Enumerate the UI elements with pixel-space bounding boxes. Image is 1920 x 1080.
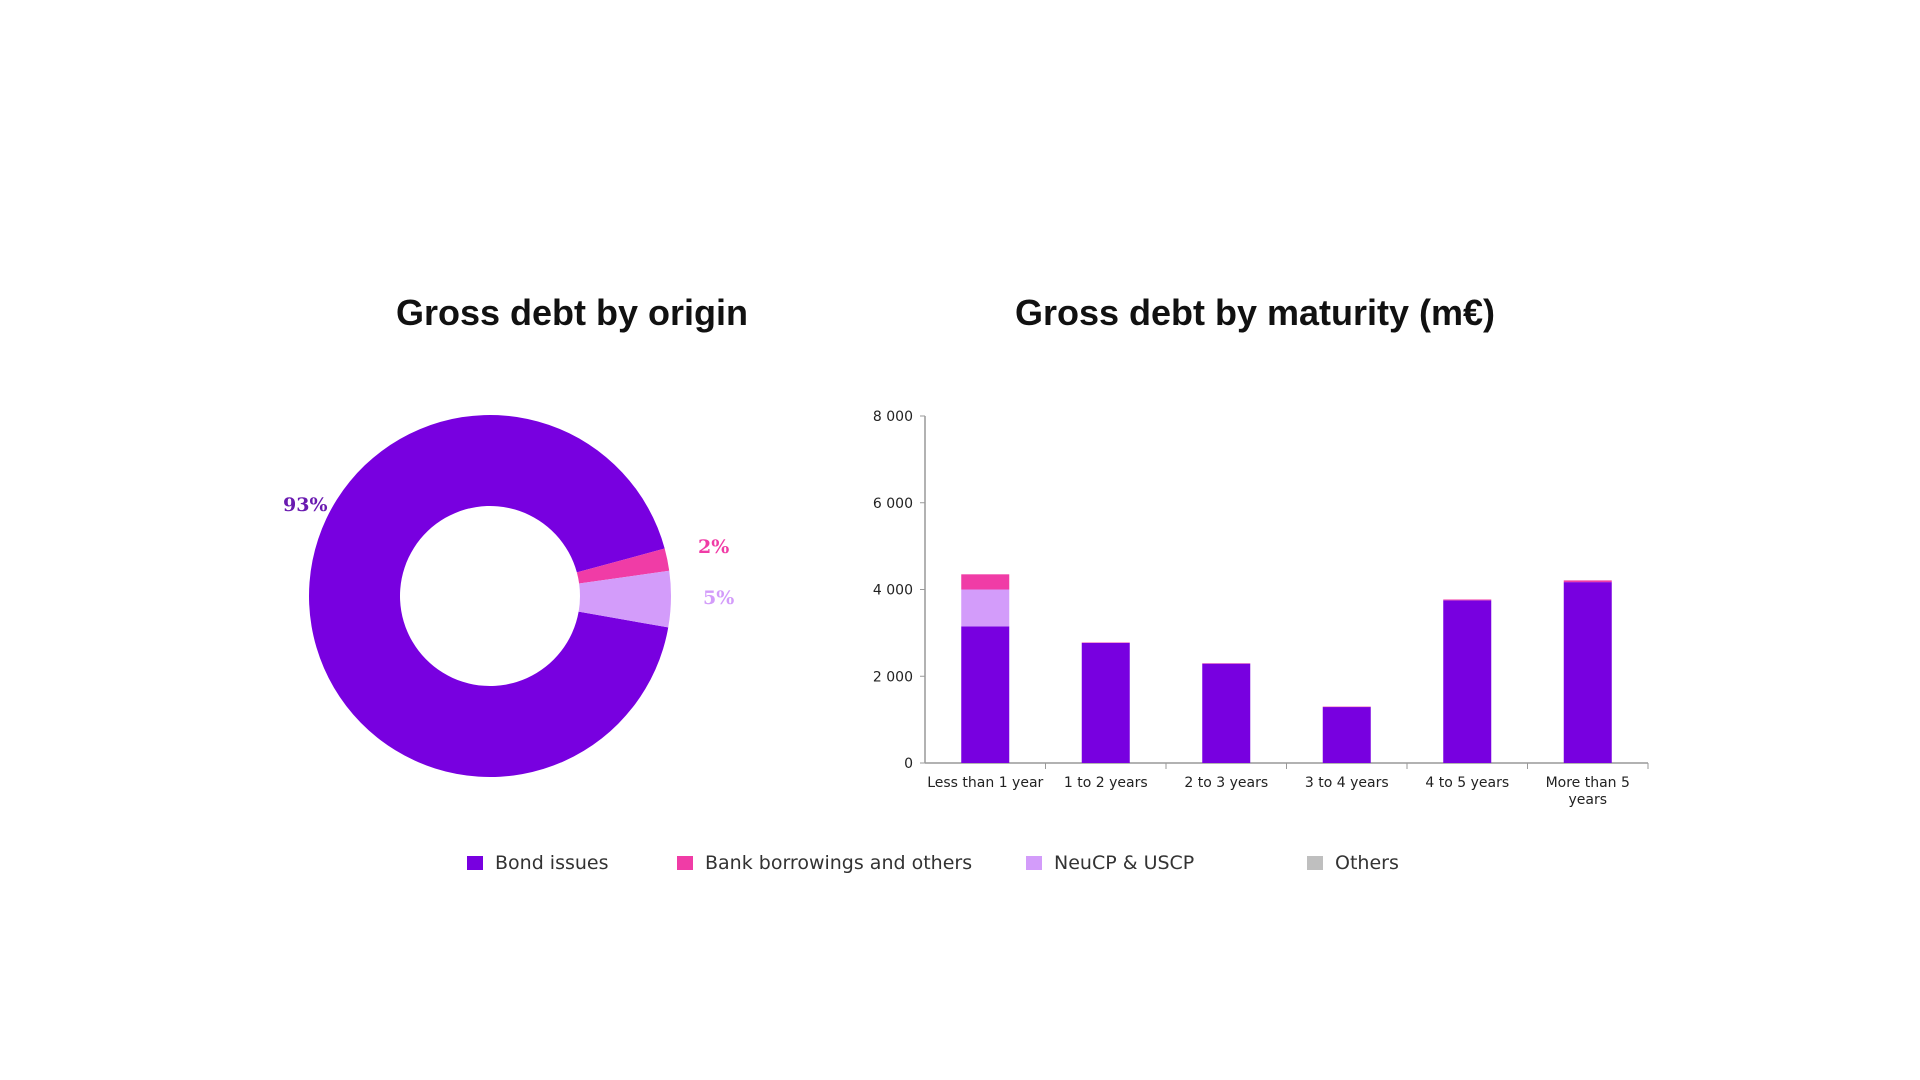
donut-label: 93% xyxy=(283,494,328,516)
x-tick-label: years xyxy=(1568,792,1607,808)
bar-segment xyxy=(961,574,1010,590)
y-tick-label: 6 000 xyxy=(873,496,913,512)
bar-title: Gross debt by maturity (m€) xyxy=(1014,292,1496,333)
bar-segment xyxy=(961,589,1010,627)
bar-segment xyxy=(1081,642,1130,763)
donut-slice-1 xyxy=(576,548,670,584)
legend-swatch xyxy=(467,856,483,870)
bar-segment xyxy=(1202,663,1251,763)
y-tick-label: 8 000 xyxy=(873,409,913,425)
donut-slice-0 xyxy=(309,415,669,778)
bar-segment xyxy=(1563,582,1612,763)
legend-swatch xyxy=(677,856,693,870)
y-tick-label: 2 000 xyxy=(873,669,913,685)
legend-item-bond: Bond issues xyxy=(467,852,609,874)
x-tick-label: 1 to 2 years xyxy=(1064,775,1148,791)
legend-item-bank: Bank borrowings and others xyxy=(677,852,972,874)
legend-label: Bank borrowings and others xyxy=(705,852,973,874)
legend-swatch xyxy=(1307,856,1323,870)
legend-label: NeuCP & USCP xyxy=(1054,852,1195,874)
donut-label: 5% xyxy=(703,587,734,609)
bar-segment xyxy=(1443,599,1492,601)
legend-label: Others xyxy=(1335,852,1399,874)
y-tick-label: 4 000 xyxy=(873,583,913,599)
bar-segment xyxy=(1322,707,1371,763)
donut-label: 2% xyxy=(698,536,729,558)
x-tick-label: 2 to 3 years xyxy=(1184,775,1268,791)
y-tick-label: 0 xyxy=(904,756,913,772)
donut-title: Gross debt by origin xyxy=(395,292,749,333)
legend-label: Bond issues xyxy=(495,852,609,874)
bar-segment xyxy=(1563,580,1612,583)
x-tick-label: Less than 1 year xyxy=(927,775,1043,791)
legend-item-neucp: NeuCP & USCP xyxy=(1026,852,1194,874)
bar-segment xyxy=(961,626,1010,763)
legend: Bond issues Bank borrowings and others N… xyxy=(0,852,1920,882)
donut-slice-2 xyxy=(578,570,671,628)
legend-item-others: Others xyxy=(1307,852,1399,874)
x-tick-label: More than 5 xyxy=(1546,775,1630,791)
bar-segment xyxy=(1443,600,1492,763)
legend-swatch xyxy=(1026,856,1042,870)
x-tick-label: 3 to 4 years xyxy=(1305,775,1389,791)
x-tick-label: 4 to 5 years xyxy=(1425,775,1509,791)
